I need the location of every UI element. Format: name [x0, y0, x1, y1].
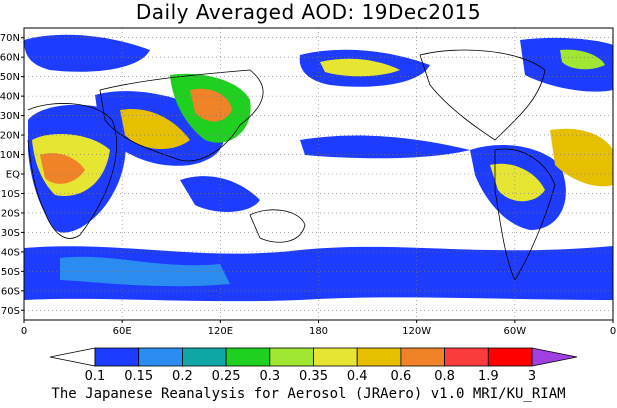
lat-tick-label: 60N: [0, 53, 20, 64]
colorbar-segment: [400, 347, 445, 367]
lon-tick-label: 180: [309, 326, 328, 337]
australia-outline: [249, 209, 306, 243]
lon-tick-label: 60E: [113, 326, 132, 337]
colorbar-extend-low: [49, 347, 96, 367]
lat-tick-label: 40S: [1, 247, 20, 258]
colorbar-label: 0.35: [299, 369, 328, 384]
lat-tick-label: 30N: [0, 111, 20, 122]
colorbar-segment: [444, 347, 489, 367]
south-america-outline: [494, 148, 556, 281]
europe-aod: [24, 34, 150, 72]
colorbar-segment: [181, 347, 227, 367]
colorbar-label: 0.15: [124, 369, 153, 384]
lat-tick-label: 20N: [0, 131, 20, 142]
colorbar-segment: [94, 347, 140, 367]
colorbar-extend-high: [531, 347, 578, 367]
colorbar-label: 0.8: [434, 369, 455, 384]
eurasia-outline: [99, 69, 264, 162]
colorbar-label: 3: [528, 369, 536, 384]
credit-line: The Japanese Reanalysis for Aerosol (JRA…: [51, 386, 566, 402]
north-pacific-core: [320, 58, 400, 77]
colorbar-labels: 0.1 0.15 0.2 0.25 0.3 0.35 0.4 0.6 0.8 1.9 3: [85, 369, 536, 384]
pacific-streak: [300, 135, 470, 159]
lon-tick-label: 120W: [402, 326, 431, 337]
lat-tick-label: 10N: [0, 150, 20, 161]
lat-tick-label: 10S: [1, 189, 20, 200]
colorbar-label: 0.2: [172, 369, 193, 384]
china-core: [190, 88, 232, 122]
lat-tick-label: EQ: [6, 170, 20, 181]
coastlines: [27, 49, 556, 281]
lon-tick-label: 60W: [504, 326, 527, 337]
colorbar-segment: [269, 347, 314, 367]
colorbar-label: 0.3: [259, 369, 280, 384]
lon-tick-label: 120E: [208, 326, 233, 337]
lat-tick-label: 50S: [1, 267, 20, 278]
lat-tick-label: 40N: [0, 92, 20, 103]
africa-outline: [27, 103, 118, 239]
colorbar-label: 0.6: [391, 369, 412, 384]
amazon-aod: [490, 163, 545, 202]
colorbar-label: 0.4: [347, 369, 368, 384]
north-atlantic-core: [560, 49, 605, 70]
lat-tick-label: 60S: [1, 286, 20, 297]
lat-tick-label: 30S: [1, 228, 20, 239]
colorbar-segment: [313, 347, 358, 367]
africa-core: [40, 153, 85, 184]
indonesia-aod: [180, 176, 260, 212]
lat-tick-label: 70S: [1, 306, 20, 317]
map-title: Daily Averaged AOD: 19Dec2015: [135, 0, 482, 24]
colorbar: [49, 347, 578, 367]
north-america-outline: [419, 49, 546, 141]
colorbar-label: 0.1: [85, 369, 106, 384]
colorbar-segment: [356, 347, 402, 367]
lon-tick-label: 0: [610, 326, 616, 337]
southern-ocean-aod: [24, 246, 613, 302]
tropical-atlantic-dust: [550, 128, 613, 187]
lon-tick-label: 0: [21, 326, 27, 337]
aod-field: [24, 34, 613, 302]
colorbar-segment: [138, 347, 183, 367]
latitude-labels: 70N 60N 50N 40N 30N 20N 10N EQ 10S 20S 30S 40S 50S 60…: [0, 33, 24, 317]
colorbar-segment: [225, 347, 271, 367]
colorbar-label: 1.9: [478, 369, 499, 384]
colorbar-label: 0.25: [212, 369, 241, 384]
lat-tick-label: 20S: [1, 208, 20, 219]
longitude-labels: 0 60E 120E 180 120W 60W 0: [21, 320, 616, 337]
lat-tick-label: 70N: [0, 33, 20, 44]
lat-tick-label: 50N: [0, 72, 20, 83]
gridlines: [24, 28, 613, 320]
india-aod: [120, 109, 190, 150]
colorbar-segment: [487, 347, 533, 367]
